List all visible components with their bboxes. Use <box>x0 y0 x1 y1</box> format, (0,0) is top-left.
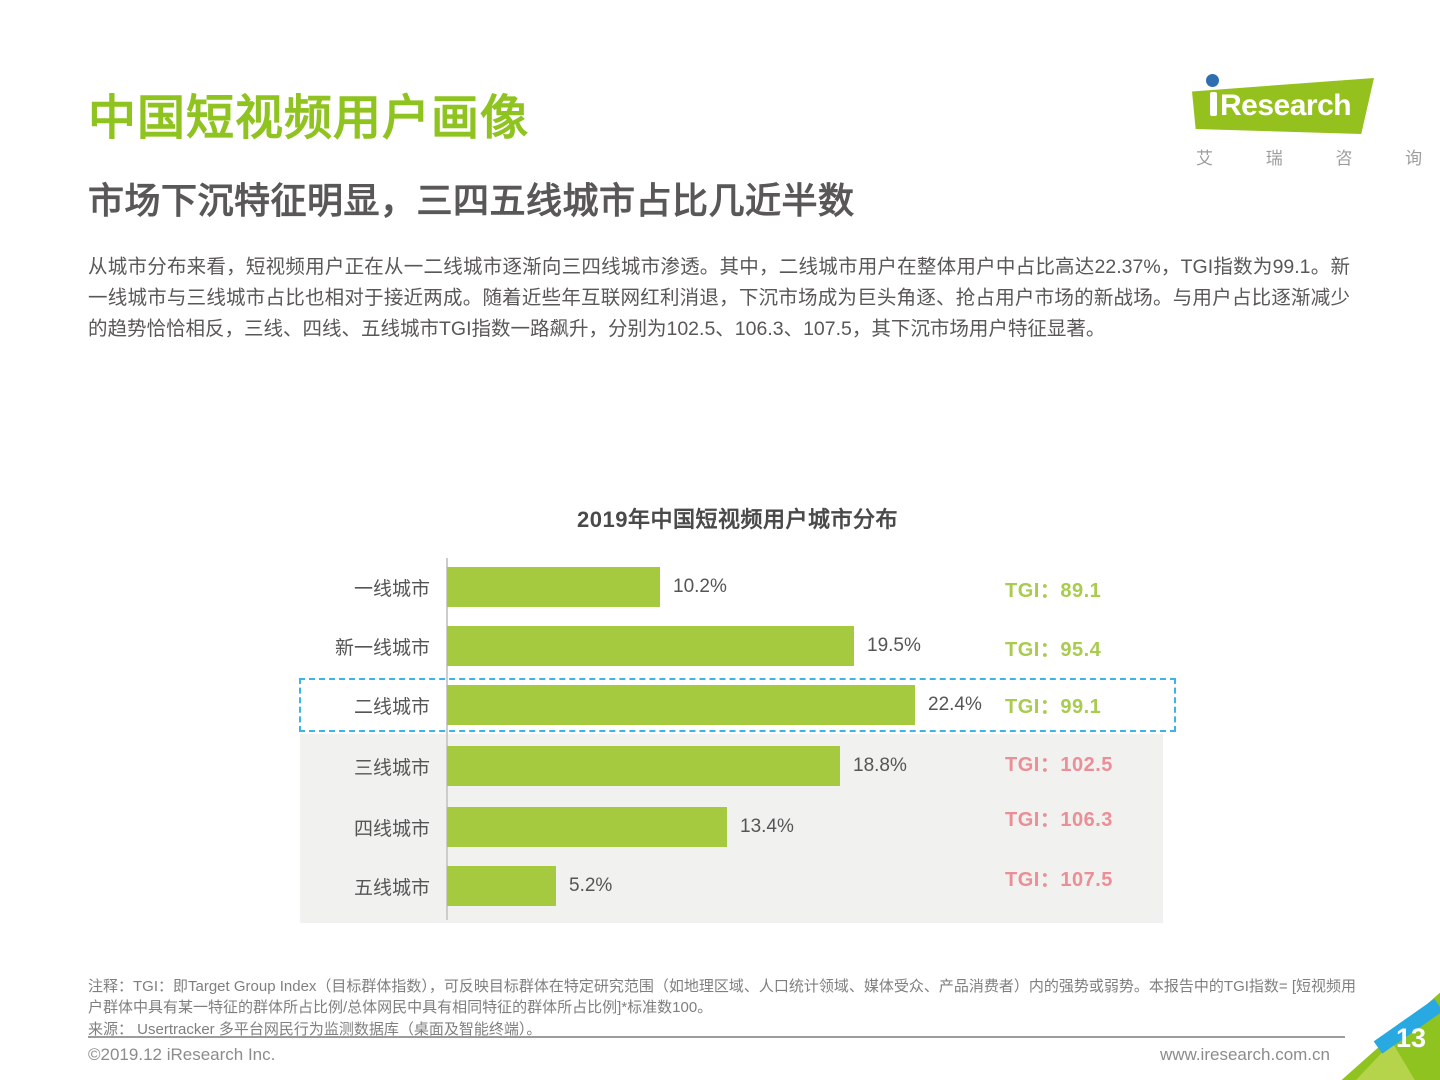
bar <box>447 626 854 666</box>
bar-category-label: 五线城市 <box>353 877 430 899</box>
bar-value-label: 13.4% <box>740 816 794 837</box>
bar <box>447 567 660 607</box>
tgi-value-label: TGI：99.1 <box>1005 696 1102 718</box>
bar-value-label: 5.2% <box>569 875 613 896</box>
tgi-value-label: TGI：89.1 <box>1005 580 1102 602</box>
intro-paragraph: 从城市分布来看，短视频用户正在从一二线城市逐渐向三四线城市渗透。其中，二线城市用… <box>88 256 1350 340</box>
tgi-value-label: TGI：107.5 <box>1005 869 1113 891</box>
tgi-value-label: TGI：106.3 <box>1005 809 1113 831</box>
footnote-definition: 注释：TGI：即Target Group Index（目标群体指数），可反映目标… <box>88 978 1357 1016</box>
chart-row: 新一线城市 19.5% <box>300 626 1170 666</box>
logo-green-shape: Research <box>1192 78 1374 134</box>
bar-value-label: 18.8% <box>853 755 907 776</box>
bar-category-label: 新一线城市 <box>334 637 430 659</box>
logo-chinese-name: 艾 瑞 咨 询 <box>1196 149 1440 168</box>
bar-category-label: 一线城市 <box>353 578 430 600</box>
bar <box>447 807 727 847</box>
chart-row: 一线城市 10.2% <box>300 567 1170 607</box>
tgi-value-label: TGI：102.5 <box>1005 754 1113 776</box>
footnote-source: 来源： Usertracker 多平台网民行为监测数据库（桌面及智能终端）。 <box>88 1021 542 1038</box>
iresearch-logo: Research 艾 瑞 咨 询 <box>1178 68 1422 168</box>
page-title: 中国短视频用户画像 <box>88 92 530 145</box>
copyright-text: ©2019.12 iResearch Inc. <box>88 1045 276 1064</box>
website-link[interactable]: www.iresearch.com.cn <box>1159 1045 1330 1064</box>
tgi-value-label: TGI：95.4 <box>1005 639 1102 661</box>
chart-title: 2019年中国短视频用户城市分布 <box>577 507 898 532</box>
bar-value-label: 10.2% <box>673 576 727 597</box>
corner-decoration: 13 <box>1320 985 1440 1080</box>
bar-value-label: 22.4% <box>928 694 982 715</box>
chart-row: 四线城市 13.4% <box>300 807 1170 847</box>
bar <box>447 685 915 725</box>
logo-i-dot-icon <box>1206 74 1219 87</box>
chart-row: 三线城市 18.8% <box>300 746 1170 786</box>
bar-category-label: 三线城市 <box>353 757 430 779</box>
chart-row: 二线城市 22.4% <box>300 685 1170 725</box>
page-number: 13 <box>1396 1023 1427 1053</box>
bar <box>447 866 556 906</box>
page-subtitle: 市场下沉特征明显，三四五线城市占比几近半数 <box>88 180 855 221</box>
logo-i-stem <box>1210 92 1217 116</box>
bar <box>447 746 840 786</box>
bar-value-label: 19.5% <box>867 635 921 656</box>
footer-divider <box>88 1036 1345 1038</box>
chart-row: 五线城市 5.2% <box>300 866 1170 906</box>
chart-y-axis-line <box>446 558 448 920</box>
bar-category-label: 二线城市 <box>353 696 430 718</box>
bar-category-label: 四线城市 <box>353 818 430 840</box>
logo-brand-text: Research <box>1220 89 1352 122</box>
